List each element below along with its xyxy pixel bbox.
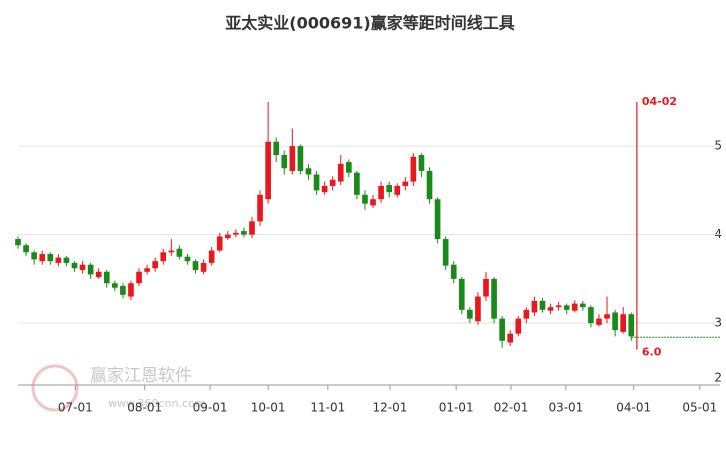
candle-body (79, 264, 86, 270)
candle-body (563, 305, 570, 310)
candle-body (604, 314, 610, 319)
candle-body (249, 221, 255, 235)
candle-body (176, 248, 183, 257)
candle-body (305, 168, 312, 175)
candle-body (329, 179, 336, 186)
candle-body (531, 300, 538, 313)
candle-body (87, 264, 94, 275)
candle-body (273, 141, 280, 155)
candle-body (95, 271, 102, 278)
candle-body (321, 185, 328, 193)
candle-body (313, 174, 320, 191)
candle-body (15, 239, 21, 246)
candle-body (620, 314, 626, 332)
candle-body (257, 194, 263, 222)
candle-body (612, 312, 618, 331)
y-tick-label: 2 (714, 371, 722, 385)
candle-body (23, 245, 29, 253)
candle-body (580, 303, 586, 308)
watermark-name: 赢家江恩软件 (90, 366, 192, 386)
candle-body (265, 141, 271, 200)
watermark-logo (31, 364, 79, 412)
candle-body (55, 257, 62, 263)
candle-body (144, 268, 150, 272)
candle-body (467, 309, 473, 319)
candle-body (128, 283, 134, 297)
candle-body (418, 155, 425, 171)
candle-body (596, 318, 602, 325)
candle-body (410, 156, 417, 182)
candle-body (103, 271, 110, 284)
candle-body (588, 307, 594, 324)
candle-body (571, 303, 578, 311)
candle-body (483, 278, 489, 297)
candle-body (289, 146, 296, 171)
candle-body (515, 318, 522, 334)
candle-body (539, 300, 546, 310)
x-tick-label: 02-01 (494, 401, 529, 415)
candle-body (450, 264, 457, 279)
x-tick-label: 04-01 (616, 401, 651, 415)
candle-body (208, 250, 215, 263)
candle-body (378, 185, 384, 200)
candle-body (152, 261, 158, 269)
candle-body (354, 172, 360, 195)
candle-body (491, 278, 497, 319)
x-tick-label: 05-01 (682, 401, 717, 415)
chart-title: 亚太实业(000691)赢家等距时间线工具 (225, 14, 514, 33)
candle-body (499, 318, 505, 341)
candle-body (507, 333, 514, 343)
candle-body (160, 252, 167, 262)
candle-body (224, 234, 231, 239)
candle-body (241, 231, 247, 235)
candle-body (523, 309, 530, 319)
candle-body (168, 250, 175, 253)
candle-body (120, 285, 126, 295)
candle-body (555, 305, 562, 308)
marker-bottom-label: 6.0 (642, 346, 662, 359)
x-tick-label: 10-01 (251, 401, 286, 415)
candle-body (442, 239, 449, 266)
candle-body (337, 163, 344, 182)
candle-body (39, 254, 46, 262)
candle-body (71, 262, 78, 269)
candle-body (402, 181, 409, 186)
candle-body (233, 232, 239, 235)
x-tick-label: 01-01 (439, 401, 474, 415)
candle-body (475, 296, 481, 322)
marker-label: 04-02 (642, 95, 677, 108)
watermark-url: www.360cnn.com (108, 397, 205, 410)
candle-body (136, 271, 142, 284)
candle-body (346, 162, 352, 173)
x-tick-label: 09-01 (193, 401, 228, 415)
candle-body (297, 146, 304, 171)
candle-body (31, 252, 37, 260)
x-tick-label: 03-01 (548, 401, 583, 415)
candle-body (547, 307, 554, 311)
candle-body (112, 283, 118, 288)
candle-body (370, 199, 376, 206)
candle-body (386, 185, 392, 193)
candle-body (63, 257, 70, 263)
candle-body (184, 256, 191, 262)
x-tick-label: 08-01 (127, 401, 162, 415)
candle-body (192, 261, 199, 270)
x-tick-label: 07-01 (58, 401, 93, 415)
candle-body (458, 278, 465, 310)
x-tick-label: 12-01 (373, 401, 408, 415)
candle-body (426, 170, 433, 200)
candle-body (200, 262, 207, 272)
candle-body (281, 155, 288, 169)
candle-body (216, 236, 223, 251)
candle-body (628, 314, 635, 337)
candle-body (434, 199, 441, 240)
x-tick-label: 11-01 (310, 401, 345, 415)
candle-body (394, 185, 401, 195)
candle-body (47, 254, 54, 262)
candle-body (362, 194, 368, 204)
